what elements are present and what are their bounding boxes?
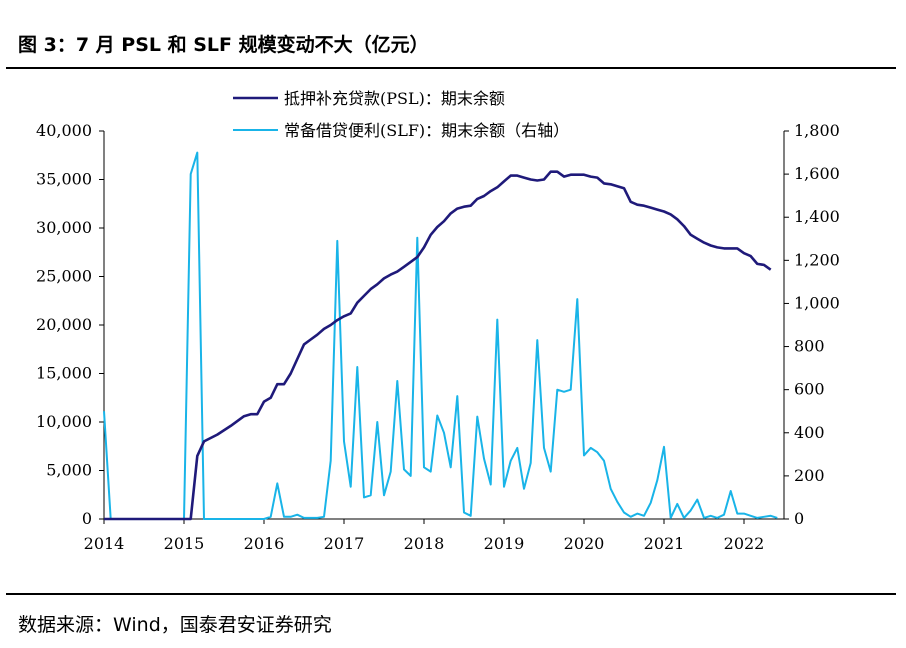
y-right-tick-label: 1,600 [794,164,840,183]
legend-label-slf: 常备借贷便利(SLF)：期末余额（右轴） [284,121,569,140]
y-right-tick-label: 1,400 [794,207,840,226]
x-tick-label: 2022 [724,534,765,553]
y-left-tick-label: 40,000 [36,121,92,140]
y-right-tick-label: 200 [794,466,825,485]
y-left-tick-label: 0 [82,509,92,528]
y-left-tick-label: 35,000 [36,170,92,189]
y-right-tick-label: 800 [794,337,825,356]
series-line-psl [104,170,772,521]
y-left-tick-label: 20,000 [36,315,92,334]
source-divider [6,593,896,595]
axes: 0 5,000 10,000 15,000 20,000 25,000 30,000 35,0… [36,121,840,553]
x-tick-label: 2017 [324,534,365,553]
y-right-tick-label: 600 [794,380,825,399]
y-left-tick-label: 10,000 [36,412,92,431]
x-tick-label: 2015 [164,534,205,553]
y-left-tick-label: 25,000 [36,267,92,286]
source-note: 数据来源：Wind，国泰君安证券研究 [18,614,332,636]
y-right-tick-label: 0 [794,509,804,528]
x-tick-label: 2019 [484,534,525,553]
x-tick-label: 2021 [644,534,685,553]
y-right-tick-label: 1,200 [794,250,840,269]
y-left-tick-label: 5,000 [46,461,92,480]
x-tick-label: 2018 [404,534,445,553]
y-right-tick-label: 1,000 [794,293,840,312]
x-tick-label: 2020 [564,534,605,553]
title-divider [6,67,896,69]
y-right-tick-label: 1,800 [794,121,840,140]
legend-label-psl: 抵押补充贷款(PSL)：期末余额 [284,89,505,108]
y-right-tick-label: 400 [794,423,825,442]
series-line-slf [103,151,778,520]
y-left-tick-label: 15,000 [36,364,92,383]
chart-title: 图 3：7 月 PSL 和 SLF 规模变动不大（亿元） [18,34,429,56]
y-left-tick-label: 30,000 [36,218,92,237]
series-group [103,151,778,521]
x-tick-label: 2016 [244,534,285,553]
x-tick-label: 2014 [84,534,125,553]
